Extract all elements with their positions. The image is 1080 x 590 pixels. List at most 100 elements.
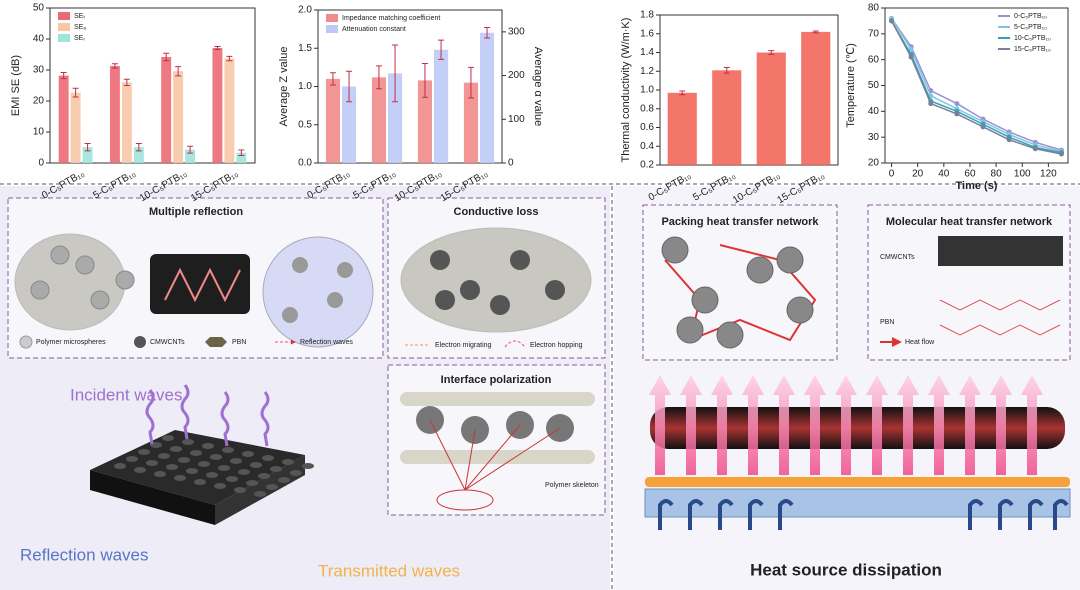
heat-arrow [649,375,671,475]
legend-icon [19,335,33,349]
slab-bump [114,463,126,469]
slab [90,470,215,525]
legend-text: 15-C₅PTB₁₀ [1014,46,1051,53]
legend-text: Polymer microspheres [36,339,106,346]
y-tick-label: 70 [868,28,880,39]
slab-bump [254,491,266,497]
y2-tick-label: 100 [508,114,525,125]
caption: Heat source dissipation [750,560,942,579]
x-tick-label: 80 [991,169,1003,180]
y2-axis-label: Average α value [532,47,544,127]
particle [776,246,804,274]
particle [460,280,480,300]
y2-tick-label: 300 [508,26,525,37]
bar [801,31,831,165]
y-tick-label: 50 [868,80,880,91]
slab-bump [206,472,218,478]
legend-text: Attenuation constant [342,26,406,33]
y-tick-label: 1.2 [640,66,654,77]
particle [691,286,719,314]
particle [545,280,565,300]
y2-tick-label: 200 [508,70,525,81]
bar [224,58,235,163]
box-title: Multiple reflection [149,206,243,218]
bar [133,147,144,163]
marker [908,54,914,60]
x-tick-label: 120 [1040,169,1057,180]
slab-bump [186,468,198,474]
box-title: Packing heat transfer network [661,216,819,228]
inset [150,254,250,314]
error-bar [375,65,382,90]
line [890,20,1062,155]
slab-bump [154,471,166,477]
bar [342,86,357,163]
heat-arrow [680,375,702,475]
error-bar [84,142,91,152]
slab-bump [246,480,258,486]
marker [1006,137,1012,143]
y-tick-label: 1.5 [298,43,312,54]
skeleton [400,392,595,406]
particle [716,321,744,349]
slab-bump [250,462,262,468]
y-tick-label: 0.6 [640,122,654,133]
y-axis-label: EMI SE (dB) [10,55,22,116]
marker [1058,151,1064,157]
y-tick-label: 1.6 [640,28,654,39]
y-tick-label: 30 [33,65,45,76]
error-bar [723,67,730,74]
box-title: Molecular heat transfer network [886,216,1053,228]
error-bar [768,50,775,55]
y2-tick-label: 0 [508,158,514,169]
heat-arrow [773,375,795,475]
dipole-line [464,429,476,491]
error-bar [60,71,67,80]
y-tick-label: 1.0 [640,85,654,96]
error-bar [467,66,474,99]
particle [282,307,298,323]
slab-bump [126,456,138,462]
slab-bump [230,458,242,464]
slab-bump [182,439,194,445]
y-axis-label: Average Z value [278,47,290,127]
marker [954,101,960,107]
error-bar [72,87,79,98]
slab-bump [302,463,314,469]
legend-text: SEₜ [74,13,85,20]
wave-label: Reflection waves [20,545,149,564]
bar [480,32,495,163]
error-bar [111,63,118,69]
heat-arrow [990,375,1012,475]
line [890,20,1062,154]
particle [746,256,774,284]
nanotube [938,236,1063,266]
incident-wave [180,384,190,440]
heat-pipe [688,499,704,530]
legend-key [326,25,338,33]
particle [676,316,704,344]
bar [173,71,184,163]
particle [435,290,455,310]
y-tick-label: 80 [868,3,880,14]
x-tick-label: 20 [912,169,924,180]
slab-bump [218,465,230,471]
slab-bump [222,447,234,453]
legend-icon [504,340,526,348]
heater [645,477,1070,487]
heat-arrow [804,375,826,475]
line [890,17,1062,151]
slab-bump [178,457,190,463]
legend-text: PBN [232,339,246,346]
error-bar [175,66,182,77]
particle [90,290,110,310]
error-bar [346,70,353,103]
slab-bump [202,443,214,449]
legend-text: CMWCNTs [150,339,185,346]
bar [667,92,697,165]
x-tick-label: 100 [1014,169,1031,180]
network [262,236,374,348]
label: Heat flow [905,339,935,346]
incident-wave [260,391,270,447]
